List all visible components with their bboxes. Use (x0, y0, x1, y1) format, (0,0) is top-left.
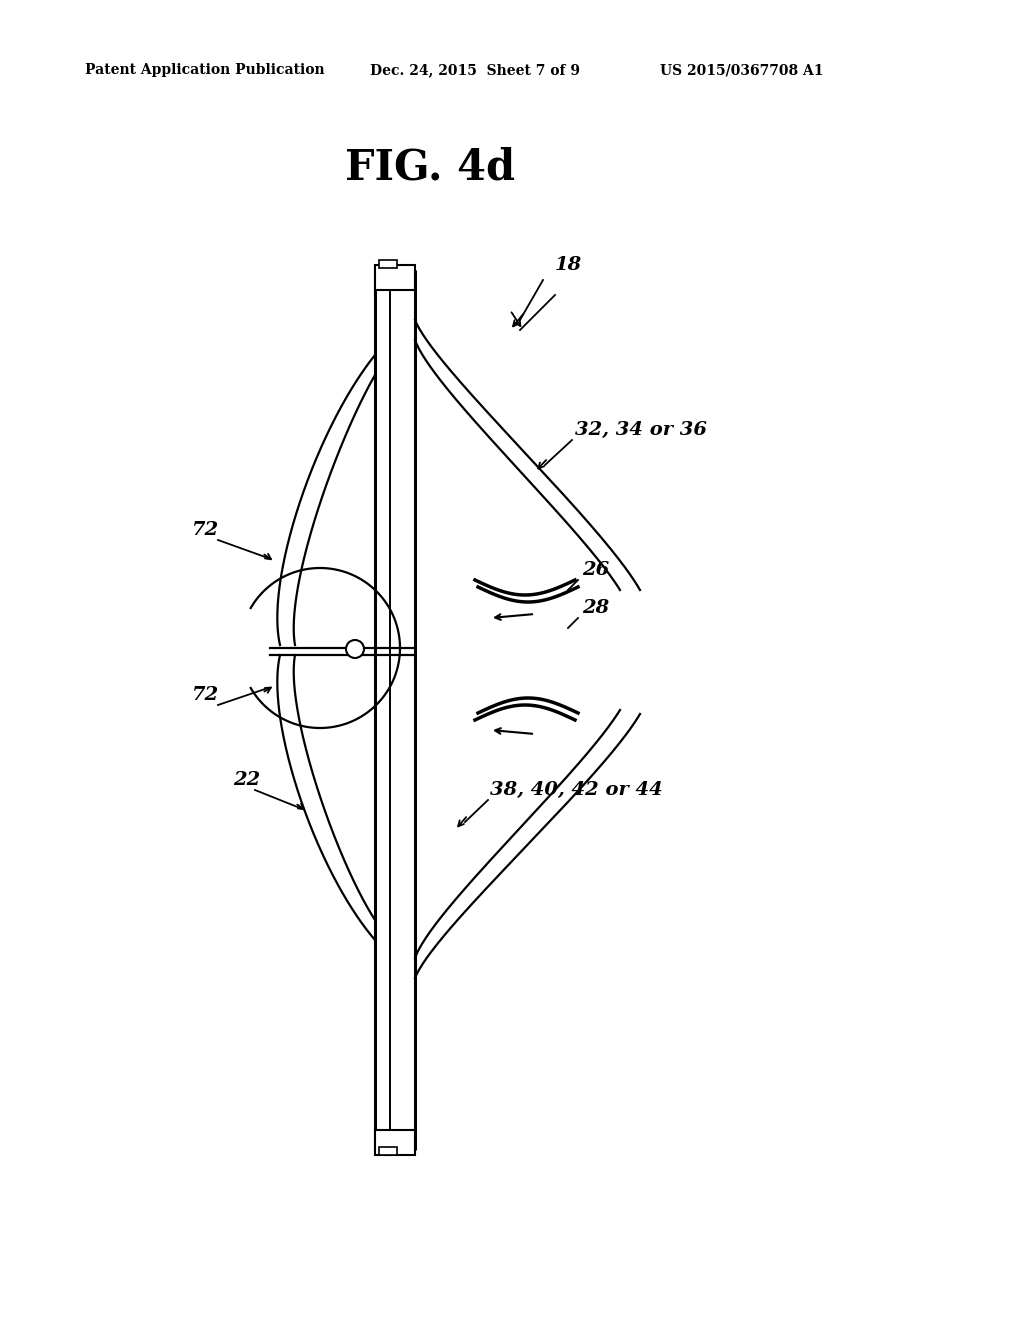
Circle shape (346, 640, 364, 657)
Text: 38, 40, 42 or 44: 38, 40, 42 or 44 (490, 781, 663, 799)
Text: 26: 26 (582, 561, 609, 579)
Text: FIG. 4d: FIG. 4d (345, 147, 515, 189)
Text: 22: 22 (233, 771, 260, 789)
Text: Dec. 24, 2015  Sheet 7 of 9: Dec. 24, 2015 Sheet 7 of 9 (370, 63, 580, 77)
Text: 72: 72 (193, 521, 219, 539)
Text: 72: 72 (193, 686, 219, 704)
Text: 32, 34 or 36: 32, 34 or 36 (575, 421, 707, 440)
Text: Patent Application Publication: Patent Application Publication (85, 63, 325, 77)
Bar (375, 1130, 415, 1155)
Bar (379, 1147, 397, 1155)
Bar (379, 260, 397, 268)
Bar (375, 265, 415, 290)
Text: US 2015/0367708 A1: US 2015/0367708 A1 (660, 63, 823, 77)
Text: 18: 18 (555, 256, 583, 275)
Text: 28: 28 (582, 599, 609, 616)
